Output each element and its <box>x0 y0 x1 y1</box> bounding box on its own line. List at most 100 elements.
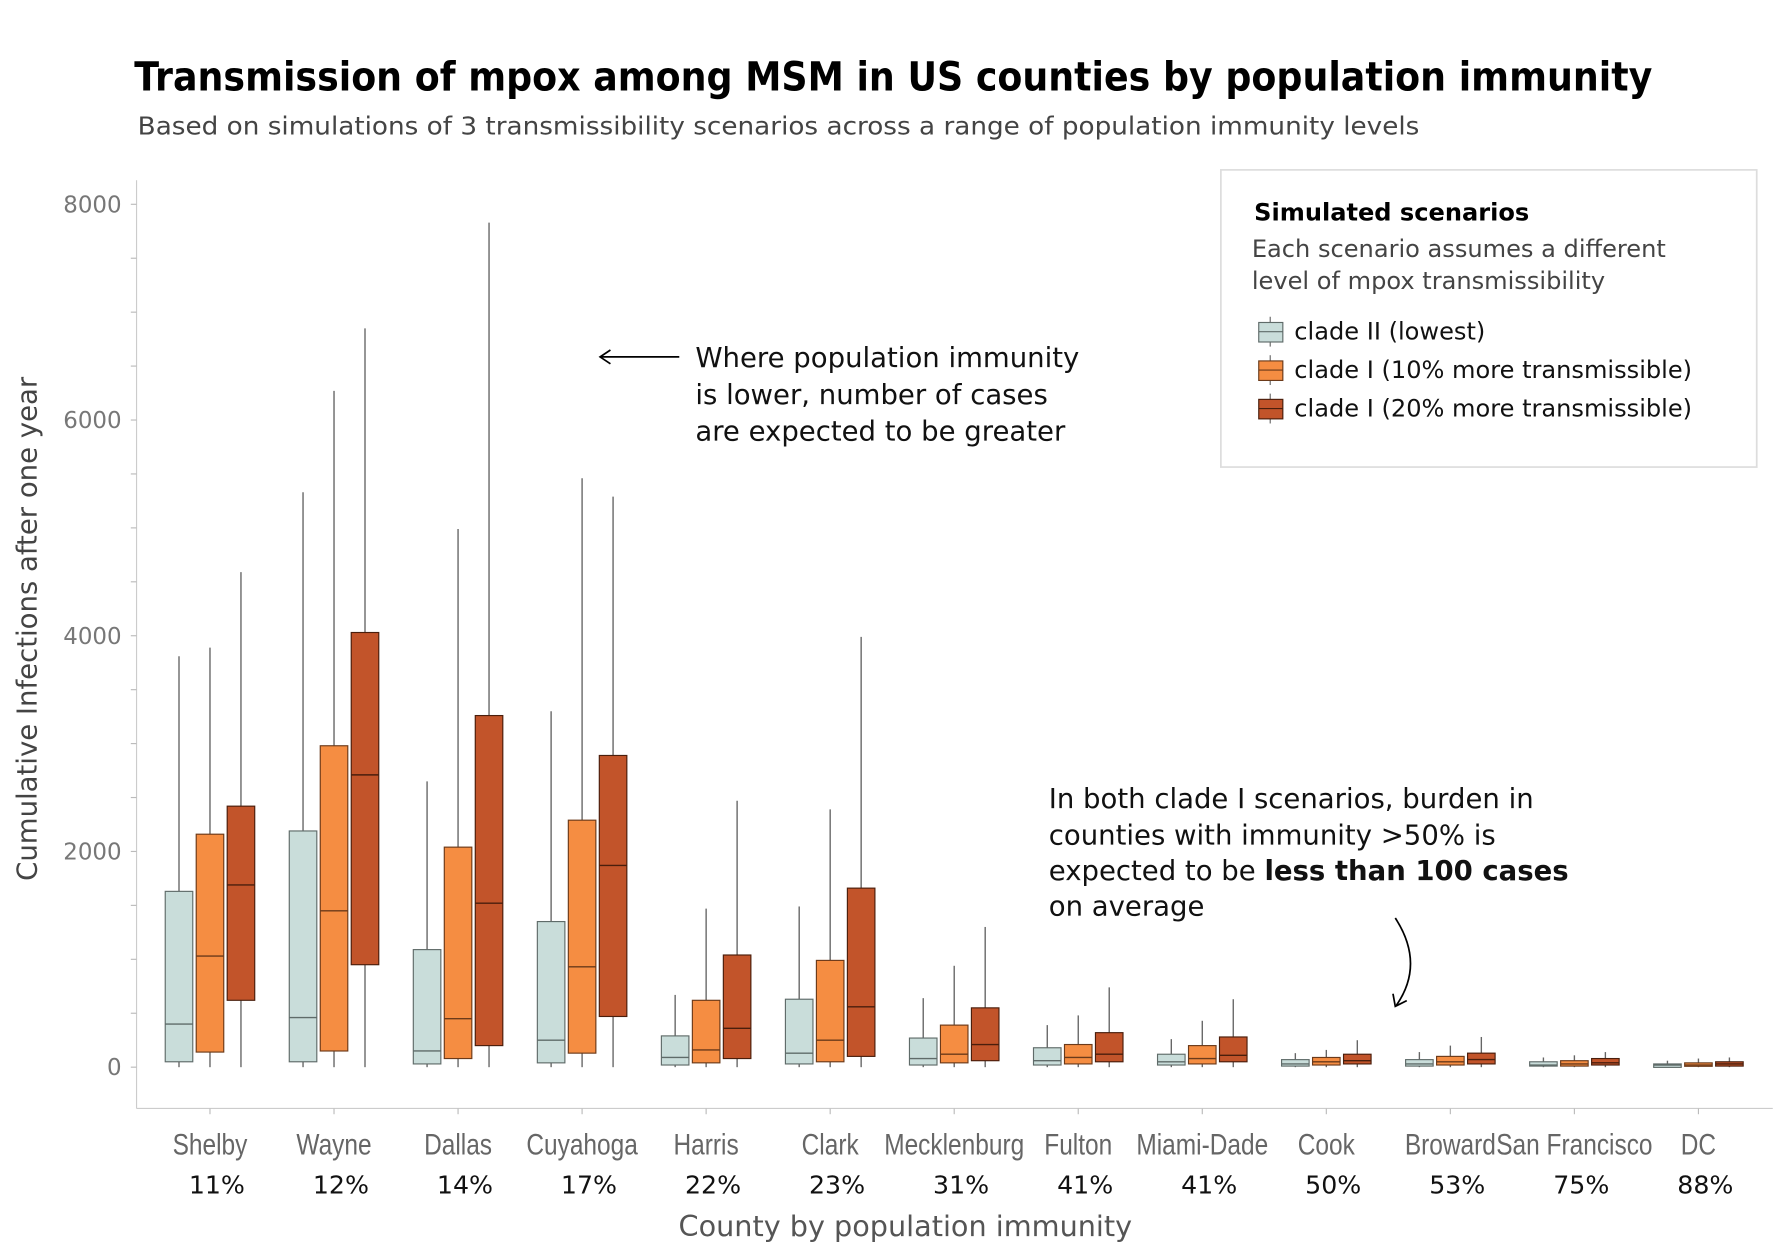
box-plot <box>970 926 1000 1068</box>
x-tick-label-county: Miami-Dade <box>1136 1127 1268 1161</box>
x-tick-label-county: Mecklenburg <box>884 1127 1024 1161</box>
x-tick-label-immunity: 50% <box>1305 1170 1361 1199</box>
x-tick-label-immunity: 41% <box>1057 1170 1113 1199</box>
box <box>288 830 318 1063</box>
box-plot <box>1187 1020 1217 1068</box>
annotation-regular: expected to be <box>1049 855 1265 887</box>
box <box>1436 1055 1465 1066</box>
y-tick-label: 4000 <box>63 624 121 650</box>
y-tick-label: 2000 <box>63 839 121 865</box>
legend-title: Simulated scenarios <box>1254 198 1529 226</box>
x-tick-label-county: Wayne <box>296 1127 371 1161</box>
axes <box>135 180 1773 1110</box>
box-plot <box>1094 987 1124 1068</box>
box-plot <box>350 328 380 1068</box>
x-tick-label-immunity: 88% <box>1677 1170 1733 1199</box>
legend-item: clade I (10% more transmissible) <box>1258 355 1692 386</box>
box <box>474 714 504 1047</box>
annotation-text: is lower, number of cases <box>695 379 1047 411</box>
legend-label: clade I (20% more transmissible) <box>1294 395 1692 423</box>
box-plot <box>1560 1055 1589 1068</box>
box-plot <box>443 528 473 1068</box>
legend: Simulated scenarios Each scenario assume… <box>1220 169 1758 468</box>
annotation-bold: less than 100 cases <box>1264 855 1568 887</box>
box-plot <box>939 965 969 1068</box>
annotation-text: Where population immunity <box>695 342 1079 374</box>
box <box>939 1024 969 1064</box>
annotation-low-immunity: Where population immunity is lower, numb… <box>598 342 1079 448</box>
box <box>1218 1036 1248 1063</box>
box-plot <box>1063 1015 1093 1068</box>
legend-label: clade II (lowest) <box>1294 318 1485 346</box>
chart-subtitle: Based on simulations of 3 transmissibili… <box>138 111 1420 140</box>
annotation-text: on average <box>1049 891 1205 923</box>
annotation-text: expected to be less than 100 cases <box>1049 855 1569 887</box>
x-tick-label-county: Fulton <box>1044 1127 1112 1161</box>
box-plot <box>1280 1053 1310 1068</box>
box-plot <box>1591 1052 1620 1068</box>
box-plot <box>412 781 442 1068</box>
box-plot <box>1311 1049 1341 1068</box>
box-plot <box>195 647 225 1068</box>
box <box>1187 1045 1217 1065</box>
x-tick-label-county: Clark <box>802 1127 859 1161</box>
box-plot <box>598 496 628 1068</box>
curved-arrow-icon <box>1394 917 1412 1006</box>
box <box>319 745 349 1052</box>
box <box>908 1037 938 1066</box>
box-plot <box>1529 1057 1558 1068</box>
box <box>1342 1053 1372 1065</box>
box-plot <box>474 222 504 1068</box>
annotation-text: counties with immunity >50% is <box>1049 820 1496 852</box>
x-tick-label-county: DC <box>1681 1127 1716 1161</box>
arrow-head <box>598 349 611 365</box>
box <box>784 998 814 1065</box>
x-tick-label-immunity: 11% <box>189 1170 245 1199</box>
box <box>815 959 845 1063</box>
box <box>567 819 597 1054</box>
box-plot <box>660 994 690 1068</box>
x-tick-label-county: Dallas <box>424 1127 492 1161</box>
box-plot <box>1032 1025 1062 1068</box>
annotation-text: In both clade I scenarios, burden in <box>1049 783 1534 815</box>
y-tick-label: 8000 <box>63 192 121 218</box>
x-tick-label-county: Broward <box>1405 1127 1496 1161</box>
x-tick-label-county: Cuyahoga <box>526 1127 638 1161</box>
x-tick-label-county: Shelby <box>173 1127 248 1161</box>
legend-frame <box>1220 169 1758 468</box>
box-plot <box>691 908 721 1068</box>
box-plot <box>226 572 256 1068</box>
x-axis-label: County by population immunity <box>679 1209 1133 1243</box>
box-plot <box>1342 1040 1372 1068</box>
box <box>536 920 566 1064</box>
box-plot <box>1218 999 1248 1068</box>
box <box>350 631 380 966</box>
arrow-head <box>1392 993 1408 1008</box>
box-plot <box>536 711 566 1068</box>
box <box>1591 1057 1620 1066</box>
legend-description: level of mpox transmissibility <box>1252 267 1605 295</box>
box <box>660 1035 690 1066</box>
annotation-high-immunity: In both clade I scenarios, burden in cou… <box>1049 783 1569 1008</box>
box <box>226 805 256 1001</box>
legend-label: clade I (10% more transmissible) <box>1294 356 1692 384</box>
box-plot <box>908 998 938 1068</box>
box-plot <box>288 492 318 1068</box>
box-plot <box>1715 1057 1744 1068</box>
x-tick-label-immunity: 22% <box>685 1170 741 1199</box>
box <box>412 949 442 1065</box>
x-tick-label-immunity: 14% <box>437 1170 493 1199</box>
box-plot <box>1156 1039 1186 1068</box>
x-tick-label-immunity: 41% <box>1181 1170 1237 1199</box>
box <box>1466 1052 1496 1065</box>
box-plot <box>567 478 597 1068</box>
x-tick-label-county: Harris <box>674 1127 739 1161</box>
box-plot <box>846 636 876 1068</box>
annotation-text: are expected to be greater <box>695 416 1066 448</box>
x-tick-label-county: San Francisco <box>1496 1127 1652 1161</box>
box-plot <box>1436 1045 1465 1068</box>
legend-description: Each scenario assumes a different <box>1252 235 1666 263</box>
x-tick-label-immunity: 53% <box>1429 1170 1485 1199</box>
box <box>1280 1059 1310 1067</box>
x-tick-label-immunity: 23% <box>809 1170 865 1199</box>
